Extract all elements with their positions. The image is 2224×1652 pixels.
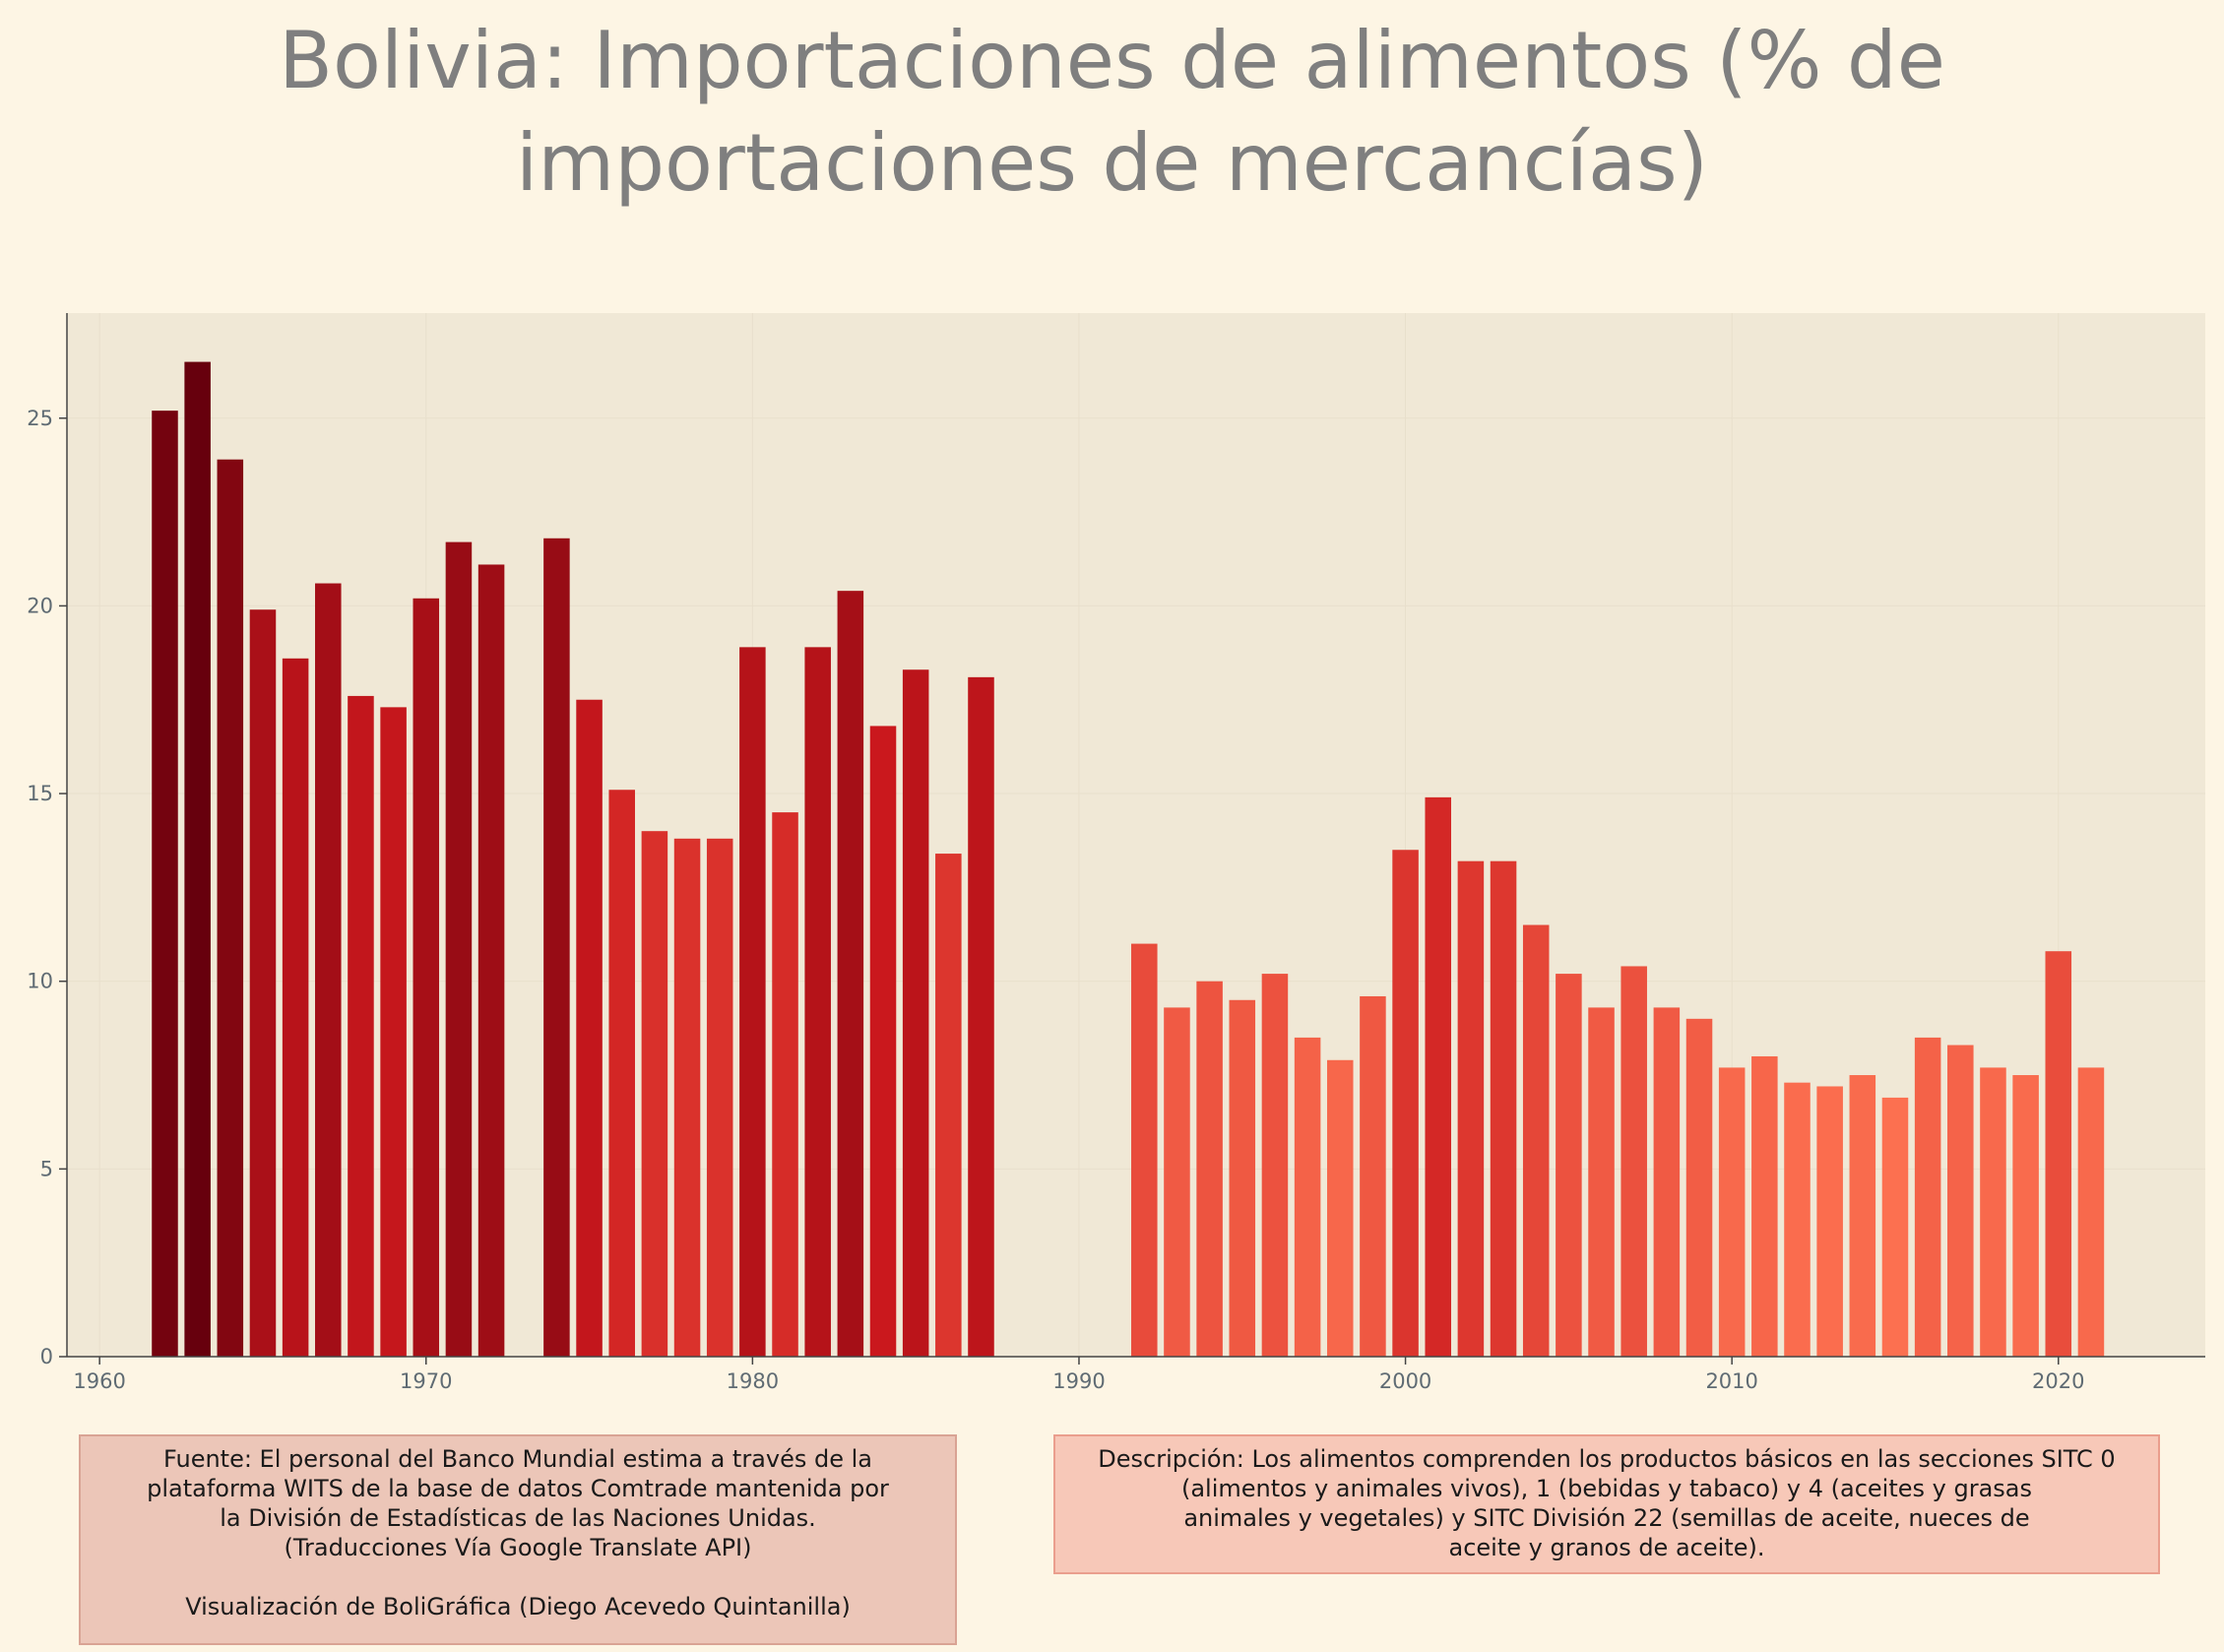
axes: 0 5 10 15 20 25 1960 1970 1980 1990 2000 2010 2020 xyxy=(27,313,2205,1393)
bar-1962 xyxy=(152,411,178,1357)
bar-1963 xyxy=(184,361,211,1357)
bar-2010 xyxy=(1718,1067,1746,1357)
bar-1978 xyxy=(673,838,701,1357)
bars xyxy=(152,361,2105,1357)
bar-1986 xyxy=(935,854,962,1357)
bar-1994 xyxy=(1196,981,1223,1357)
bar-2006 xyxy=(1588,1007,1615,1357)
y-tick-label: 15 xyxy=(27,782,53,805)
bar-2014 xyxy=(1849,1075,1876,1357)
source-line-2: plataforma WITS de la base de datos Comt… xyxy=(147,1475,889,1502)
chart-title-line-1: Bolivia: Importaciones de alimentos (% d… xyxy=(279,15,1945,106)
source-line-1: Fuente: El personal del Banco Mundial es… xyxy=(162,1445,872,1473)
bar-1970 xyxy=(413,598,440,1357)
bar-2017 xyxy=(1947,1045,1974,1357)
bar-2004 xyxy=(1522,924,1550,1357)
bar-1964 xyxy=(217,459,244,1357)
bar-2007 xyxy=(1620,966,1647,1357)
x-tick-label: 1970 xyxy=(400,1369,452,1393)
y-tick-label: 10 xyxy=(27,970,53,993)
bar-1979 xyxy=(706,838,733,1357)
bar-2001 xyxy=(1425,796,1451,1357)
bar-1967 xyxy=(315,583,342,1357)
y-tick-label: 25 xyxy=(27,407,53,430)
source-line-3: la División de Estadísticas de las Nacio… xyxy=(220,1504,816,1532)
y-tick-label: 20 xyxy=(27,594,53,617)
bar-1966 xyxy=(282,658,309,1357)
bar-1993 xyxy=(1164,1007,1190,1357)
x-tick-label: 1990 xyxy=(1052,1369,1105,1393)
bar-2015 xyxy=(1881,1097,1909,1357)
bar-1981 xyxy=(772,812,798,1357)
bar-2012 xyxy=(1784,1082,1811,1357)
bar-2019 xyxy=(2012,1075,2039,1357)
bar-2020 xyxy=(2045,951,2072,1357)
bar-1972 xyxy=(477,564,505,1357)
bar-1999 xyxy=(1360,995,1386,1357)
bar-2011 xyxy=(1751,1055,1778,1357)
bar-2002 xyxy=(1457,860,1485,1357)
bar-1987 xyxy=(968,676,994,1357)
x-tick-label: 2000 xyxy=(1379,1369,1431,1393)
bar-1995 xyxy=(1229,999,1256,1357)
bar-1974 xyxy=(543,538,570,1357)
bar-1982 xyxy=(804,647,831,1357)
y-tick-label: 5 xyxy=(40,1157,53,1180)
bar-2008 xyxy=(1653,1007,1681,1357)
description-line-2: (alimentos y animales vivos), 1 (bebidas… xyxy=(1180,1475,2033,1502)
bar-1998 xyxy=(1326,1059,1354,1357)
x-tick-label: 1980 xyxy=(727,1369,779,1393)
y-tick-label: 0 xyxy=(40,1345,53,1368)
description-note: Descripción: Los alimentos comprenden lo… xyxy=(1053,1434,2160,1574)
bar-1985 xyxy=(902,669,929,1357)
chart-title: Bolivia: Importaciones de alimentos (% d… xyxy=(0,10,2224,215)
bar-2005 xyxy=(1556,974,1582,1357)
x-tick-label: 2010 xyxy=(1705,1369,1757,1393)
description-line-3: animales y vegetales) y SITC División 22… xyxy=(1183,1504,2030,1532)
bar-2013 xyxy=(1816,1086,1843,1357)
bar-2009 xyxy=(1685,1018,1713,1357)
description-line-1: Descripción: Los alimentos comprenden lo… xyxy=(1098,1445,2116,1473)
x-tick-label: 1960 xyxy=(73,1369,125,1393)
bar-1976 xyxy=(608,790,635,1357)
bar-1975 xyxy=(576,699,603,1357)
bar-2021 xyxy=(2077,1067,2105,1357)
bar-1983 xyxy=(837,591,864,1357)
bar-1977 xyxy=(641,831,668,1357)
bar-2000 xyxy=(1392,850,1419,1357)
bar-1965 xyxy=(249,609,277,1357)
bar-1968 xyxy=(348,695,374,1357)
bar-2016 xyxy=(1914,1037,1941,1357)
source-line-5: Visualización de BoliGráfica (Diego Acev… xyxy=(185,1593,851,1620)
bar-1992 xyxy=(1131,943,1158,1357)
source-note: Fuente: El personal del Banco Mundial es… xyxy=(79,1434,957,1645)
bar-1984 xyxy=(869,726,897,1357)
bar-1997 xyxy=(1294,1037,1321,1357)
bar-1969 xyxy=(380,707,407,1357)
chart-title-line-2: importaciones de mercancías) xyxy=(516,117,1708,209)
bar-1996 xyxy=(1261,974,1289,1357)
bar-1971 xyxy=(445,541,473,1357)
bar-2018 xyxy=(1980,1067,2006,1357)
x-tick-label: 2020 xyxy=(2032,1369,2084,1393)
description-line-4: aceite y granos de aceite). xyxy=(1448,1534,1765,1561)
bar-2003 xyxy=(1490,860,1517,1357)
source-line-4: (Traducciones Vía Google Translate API) xyxy=(284,1534,752,1561)
bar-1980 xyxy=(739,647,766,1357)
